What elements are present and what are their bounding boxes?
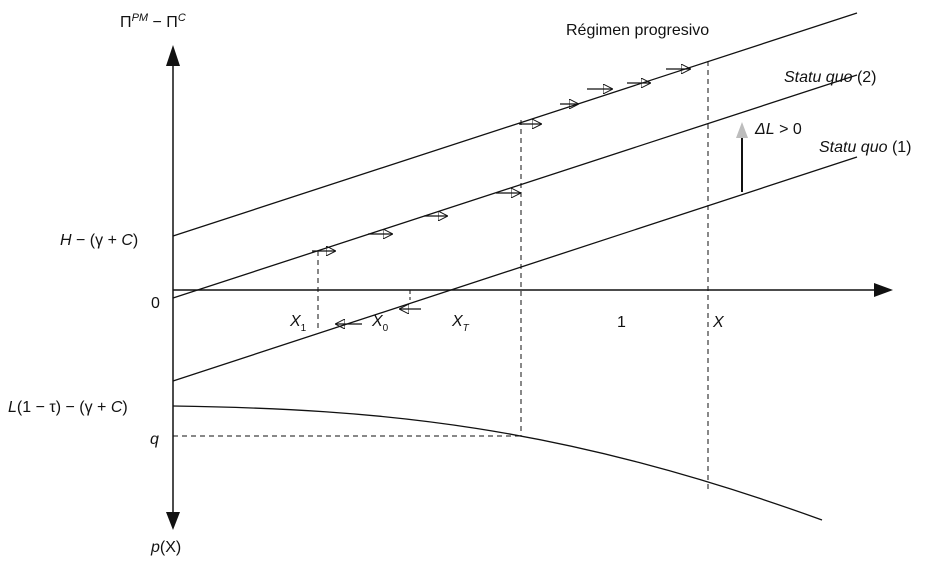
vertical-axis-up-arrowhead [166, 45, 180, 66]
label-xt: XT [451, 313, 470, 334]
label-one: 1 [617, 314, 626, 331]
p-of-x-curve [172, 405, 823, 521]
label-delta-l: ΔL > 0 [754, 121, 802, 138]
vertical-axis-down-arrowhead [166, 512, 180, 530]
label-x0: X0 [371, 313, 389, 334]
statu-quo-2-line [172, 74, 858, 299]
label-statu-quo-2: Statu quo (2) [784, 69, 877, 86]
label-h-intercept: H − (γ + C) [60, 232, 138, 249]
horizontal-axis-arrowhead [874, 283, 893, 297]
label-statu-quo-1: Statu quo (1) [819, 139, 912, 156]
label-x1: X1 [289, 313, 307, 334]
statu-quo-1-line [172, 156, 858, 382]
label-q: q [150, 431, 159, 448]
y-axis-bottom-label: p(X) [150, 539, 181, 556]
label-regimen-progresivo: Régimen progresivo [566, 22, 709, 39]
y-axis-top-label: ΠPM − ΠC [120, 12, 186, 31]
label-l-intercept: L(1 − τ) − (γ + C) [8, 399, 128, 416]
delta-l-arrowhead [736, 122, 748, 138]
label-x: X [712, 314, 725, 331]
label-zero: 0 [151, 295, 160, 312]
regimen-progresivo-line [172, 12, 858, 237]
